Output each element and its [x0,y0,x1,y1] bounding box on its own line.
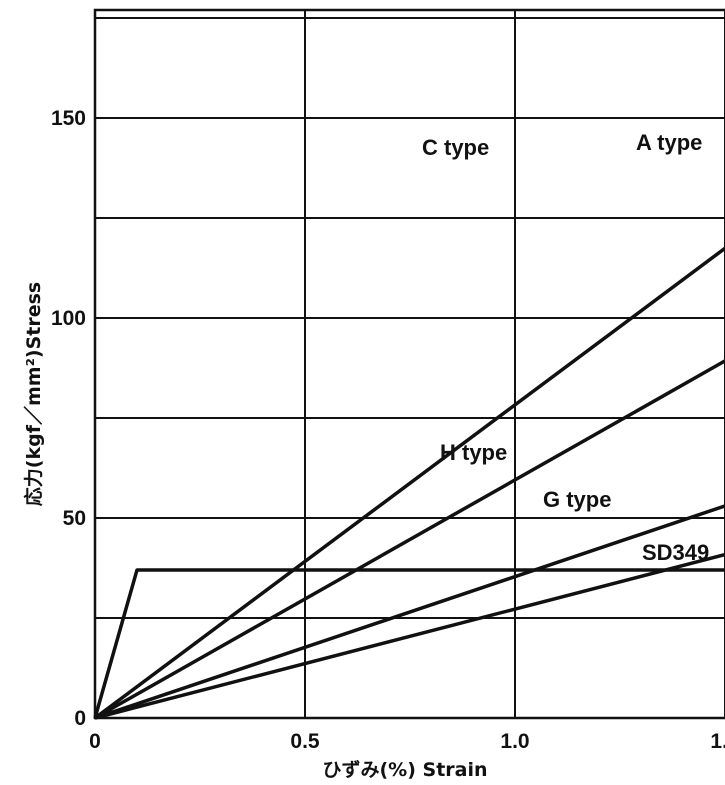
series-label-g-type: G type [543,487,611,512]
series-line-g-type [94,552,725,720]
series-line-a-type [94,358,725,720]
plot-frame [93,8,725,720]
series-lines [93,246,725,720]
x-axis-title: ひずみ(%) Strain [322,759,487,781]
x-tick-label: 1.5 [710,730,725,753]
y-axis-title: 応力(kgf／mm²)Stress [22,282,45,506]
series-labels: C type A type H type G type SD349 [422,130,709,565]
series-label-h-type: H type [440,440,507,465]
grid-lines [95,10,725,718]
series-label-c-type: C type [422,135,489,160]
y-tick-label: 150 [51,107,86,130]
series-line-h-type [94,504,725,720]
y-tick-label: 50 [63,507,86,530]
x-tick-label: 0 [89,730,101,753]
y-tick-label: 100 [51,307,86,330]
series-line-sd349 [93,568,725,719]
x-tick-labels: 00.51.01.52.02.5 [89,730,725,753]
series-line-c-type [93,246,725,720]
y-tick-label: 0 [74,707,86,730]
x-tick-label: 0.5 [290,730,320,753]
x-tick-label: 1.0 [500,730,529,753]
series-label-a-type: A type [636,130,702,155]
y-tick-labels: 0 50 100 150 [51,107,86,730]
series-label-sd349: SD349 [642,540,709,565]
